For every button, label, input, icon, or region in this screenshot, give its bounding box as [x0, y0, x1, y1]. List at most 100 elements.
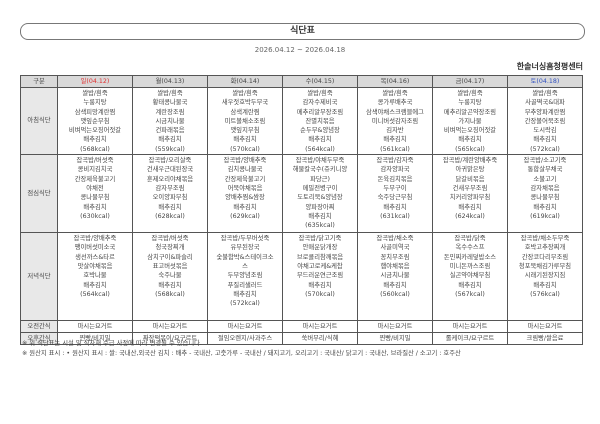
menu-cell: 쌀밥/흰죽 새우젓호박두부국 삼색계란찜 미트볼채소조림 깻잎지무침 배추김치 (570kc… [207, 86, 283, 156]
menu-item: 배추김치 [533, 281, 557, 289]
menu-item: 배추김치 [458, 136, 482, 144]
menu-item: 배추김치 [233, 290, 257, 298]
note-origin: ※ 원산지 표시 : • 원산지 표시 : 쌀: 국내산,외국산 김치 : 배추… [22, 349, 461, 357]
menu-cell: 마시는요거트 [507, 320, 583, 334]
menu-cell: 잡곡밥/닭죽 옥수수스프 돈민찌카레덮밥소스 미니돈까스조림 실곤약야채무침 배추김치 (5… [432, 232, 508, 322]
menu-item: (624kcal) [455, 212, 485, 220]
menu-item: 두부구이 [383, 184, 407, 192]
menu-cell: 마시는요거트 [432, 320, 508, 334]
menu-cell: 마시는요거트 [57, 320, 133, 334]
menu-item: (631kcal) [380, 212, 410, 220]
menu-item: 누룽지탕 [458, 99, 482, 107]
menu-item: 삼색계란찜 [230, 108, 260, 116]
date-range: 2026.04.12 ~ 2026.04.18 [254, 46, 346, 54]
row-label: 오전간식 [20, 320, 58, 334]
menu-item: 숙주나물 [158, 272, 182, 280]
menu-item: 삼색야채스크램블에그 [366, 108, 424, 116]
menu-item: 시래기된장지짐 [524, 272, 566, 280]
menu-cell: 쌀밥/흰죽 누룽지탕 메추리알곤약장조림 가지나물 비벼먹는오징어젓갈 배추김치 (565k… [432, 86, 508, 156]
menu-item: (628kcal) [155, 212, 185, 220]
menu-item: 감자채볶음 [530, 184, 560, 192]
menu-cell: 잡곡밥/감자죽 감자양파국 돈육김치볶음 두부구이 숙주당근무침 배추김치 (631kcal… [357, 154, 433, 234]
menu-item: 해물칼국수(쥬키니양 [292, 166, 348, 174]
menu-item: 감자무조림 [155, 184, 185, 192]
menu-cell: 크림빵/쌀음료 [507, 332, 583, 346]
menu-item: 간장코다리무조림 [521, 253, 569, 261]
menu-item: 치커리양파무침 [449, 194, 491, 202]
menu-item: 미트볼채소조림 [224, 117, 266, 125]
menu-item: (576kcal) [530, 290, 560, 298]
menu-item: 배추김치 [83, 136, 107, 144]
menu-item: 김치콩나물국 [227, 166, 263, 174]
menu-item: 비벼먹는오징어젓갈 [68, 127, 122, 135]
row-label: 오후간식 [20, 332, 58, 346]
menu-item: 안매운닭개장 [302, 244, 338, 252]
menu-item: 메추리알곤약장조림 [443, 108, 497, 116]
menu-item: 배추김치 [458, 203, 482, 211]
header-day: 월(04.13) [132, 75, 208, 88]
dinner-row: 저녁식단 잡곡밥/양배추죽 팽이버섯미소국 생선까스&타르 맛살야채볶음 호박나물 배추김치… [20, 232, 583, 322]
menu-item: 호박나물 [83, 272, 107, 280]
menu-item: 닭갈비볶음 [455, 175, 485, 183]
menu-item: 잔멸치볶음 [305, 117, 335, 125]
menu-item: 간장제육불고기 [74, 175, 116, 183]
menu-item: 숙주당근무침 [377, 194, 413, 202]
menu-cell: 잡곡밥/소고기죽 통합살무채국 소불고기 감자채볶음 콩나물무침 배추김치 (619kcal… [507, 154, 583, 234]
menu-cell: 마시는요거트 [132, 320, 208, 334]
menu-item: 잡곡밥/닭고기죽 [298, 235, 342, 243]
row-label: 아침식단 [20, 86, 58, 156]
menu-cell: 롤케이크/요구르트 [432, 332, 508, 346]
menu-item: 건새우근대된장국 [146, 166, 194, 174]
menu-item: 누룽지탕 [83, 99, 107, 107]
menu-item: 두부양념조림 [227, 272, 263, 280]
menu-item: 김자반 [386, 127, 404, 135]
menu-item: 꽁치무조림 [380, 253, 410, 261]
menu-item: 팽이버섯미소국 [74, 244, 116, 252]
menu-item: 파당근) [310, 175, 330, 183]
breakfast-row: 아침식단 쌀밥/흰죽 누룽지탕 삼색피망계란찜 깻잎순무침 비벼먹는오징어젓갈 배추김치 (5… [20, 86, 583, 156]
menu-item: (564kcal) [80, 290, 110, 298]
menu-cell: 잡곡밥/오리살죽 건새우근대된장국 훈제오리야채볶음 감자무조림 오이양파무침 배추김치(… [132, 154, 208, 234]
header-day: 금(04.17) [432, 75, 508, 88]
menu-item: 잡곡밥/오리살죽 [148, 157, 192, 165]
menu-cell: 잡곡밥/버섯죽 콩비지김치국 간장제육불고기 야채전 콩나물무침 배추김치 (630kcal… [57, 154, 133, 234]
header-row: 구분 일(04.12) 월(04.13) 화(04.14) 수(04.15) 목… [20, 75, 583, 88]
menu-item: 배추김치 [533, 136, 557, 144]
menu-cell: 잡곡밥/닭고기죽 안매운닭개장 브로콜리참깨볶음 야채고로케&케찹 부드러운연근조림 배추… [282, 232, 358, 322]
row-label: 저녁식단 [20, 232, 58, 322]
menu-cell: 잡곡밥/계란양배추죽 아귀맑은탕 닭갈비볶음 건새우무조림 치커리양파무침 배추김치 (62… [432, 154, 508, 234]
menu-item: (570kcal) [230, 145, 260, 153]
menu-item: 배추김치 [83, 203, 107, 211]
menu-item: (561kcal) [380, 145, 410, 153]
menu-item: 잡곡밥/닭죽 [454, 235, 486, 243]
header-day: 일(04.12) [57, 75, 133, 88]
menu-cell: 잡곡밥/양배추죽 팽이버섯미소국 생선까스&타르 맛살야채볶음 호박나물 배추김치 (564… [57, 232, 133, 322]
menu-item: 배추김치 [383, 136, 407, 144]
pm-snack-row: 오후간식 찐빵/비지밀 짜장떡볶이/요구르트 절임오렌지/사과주스 쑥버무리/식혜 찐빵/… [20, 332, 583, 346]
menu-item: 간장볼어묵조림 [524, 117, 566, 125]
menu-item: 배추김치 [308, 136, 332, 144]
menu-item: 배추김치 [158, 203, 182, 211]
menu-cell: 쌀밥/흰죽 황태콩나물국 계란장조림 시금치나물 건파래볶음 배추김치 (559kcal) [132, 86, 208, 156]
menu-item: 훈제오리야채볶음 [146, 175, 194, 183]
menu-item: 배추김치 [308, 281, 332, 289]
menu-item: 콩비지김치국 [77, 166, 113, 174]
header-day: 목(04.16) [357, 75, 433, 88]
header-day: 수(04.15) [282, 75, 358, 88]
menu-item: (567kcal) [455, 290, 485, 298]
menu-item: 배추김치 [383, 203, 407, 211]
menu-item: 순두부&양념장 [300, 127, 340, 135]
menu-item: 배추김치 [233, 203, 257, 211]
menu-item: 콩가루배추국 [377, 99, 413, 107]
menu-cell: 쌀밥/흰죽 콩가루배추국 삼색야채스크램블에그 미니버섯감자조림 김자반 배추김치 (561… [357, 86, 433, 156]
menu-item: (568kcal) [80, 145, 110, 153]
row-label: 점심식단 [20, 154, 58, 234]
menu-item: 깻잎순무침 [80, 117, 110, 125]
menu-item: 아귀맑은탕 [455, 166, 485, 174]
menu-item: 깻잎지무침 [230, 127, 260, 135]
menu-item: 간장제육불고기 [224, 175, 266, 183]
menu-item: 가지나물 [458, 117, 482, 125]
menu-cell: 절임오렌지/사과주스 [207, 332, 283, 346]
menu-item: 잡곡밥/소고기죽 [523, 157, 567, 165]
menu-item: (619kcal) [530, 212, 560, 220]
